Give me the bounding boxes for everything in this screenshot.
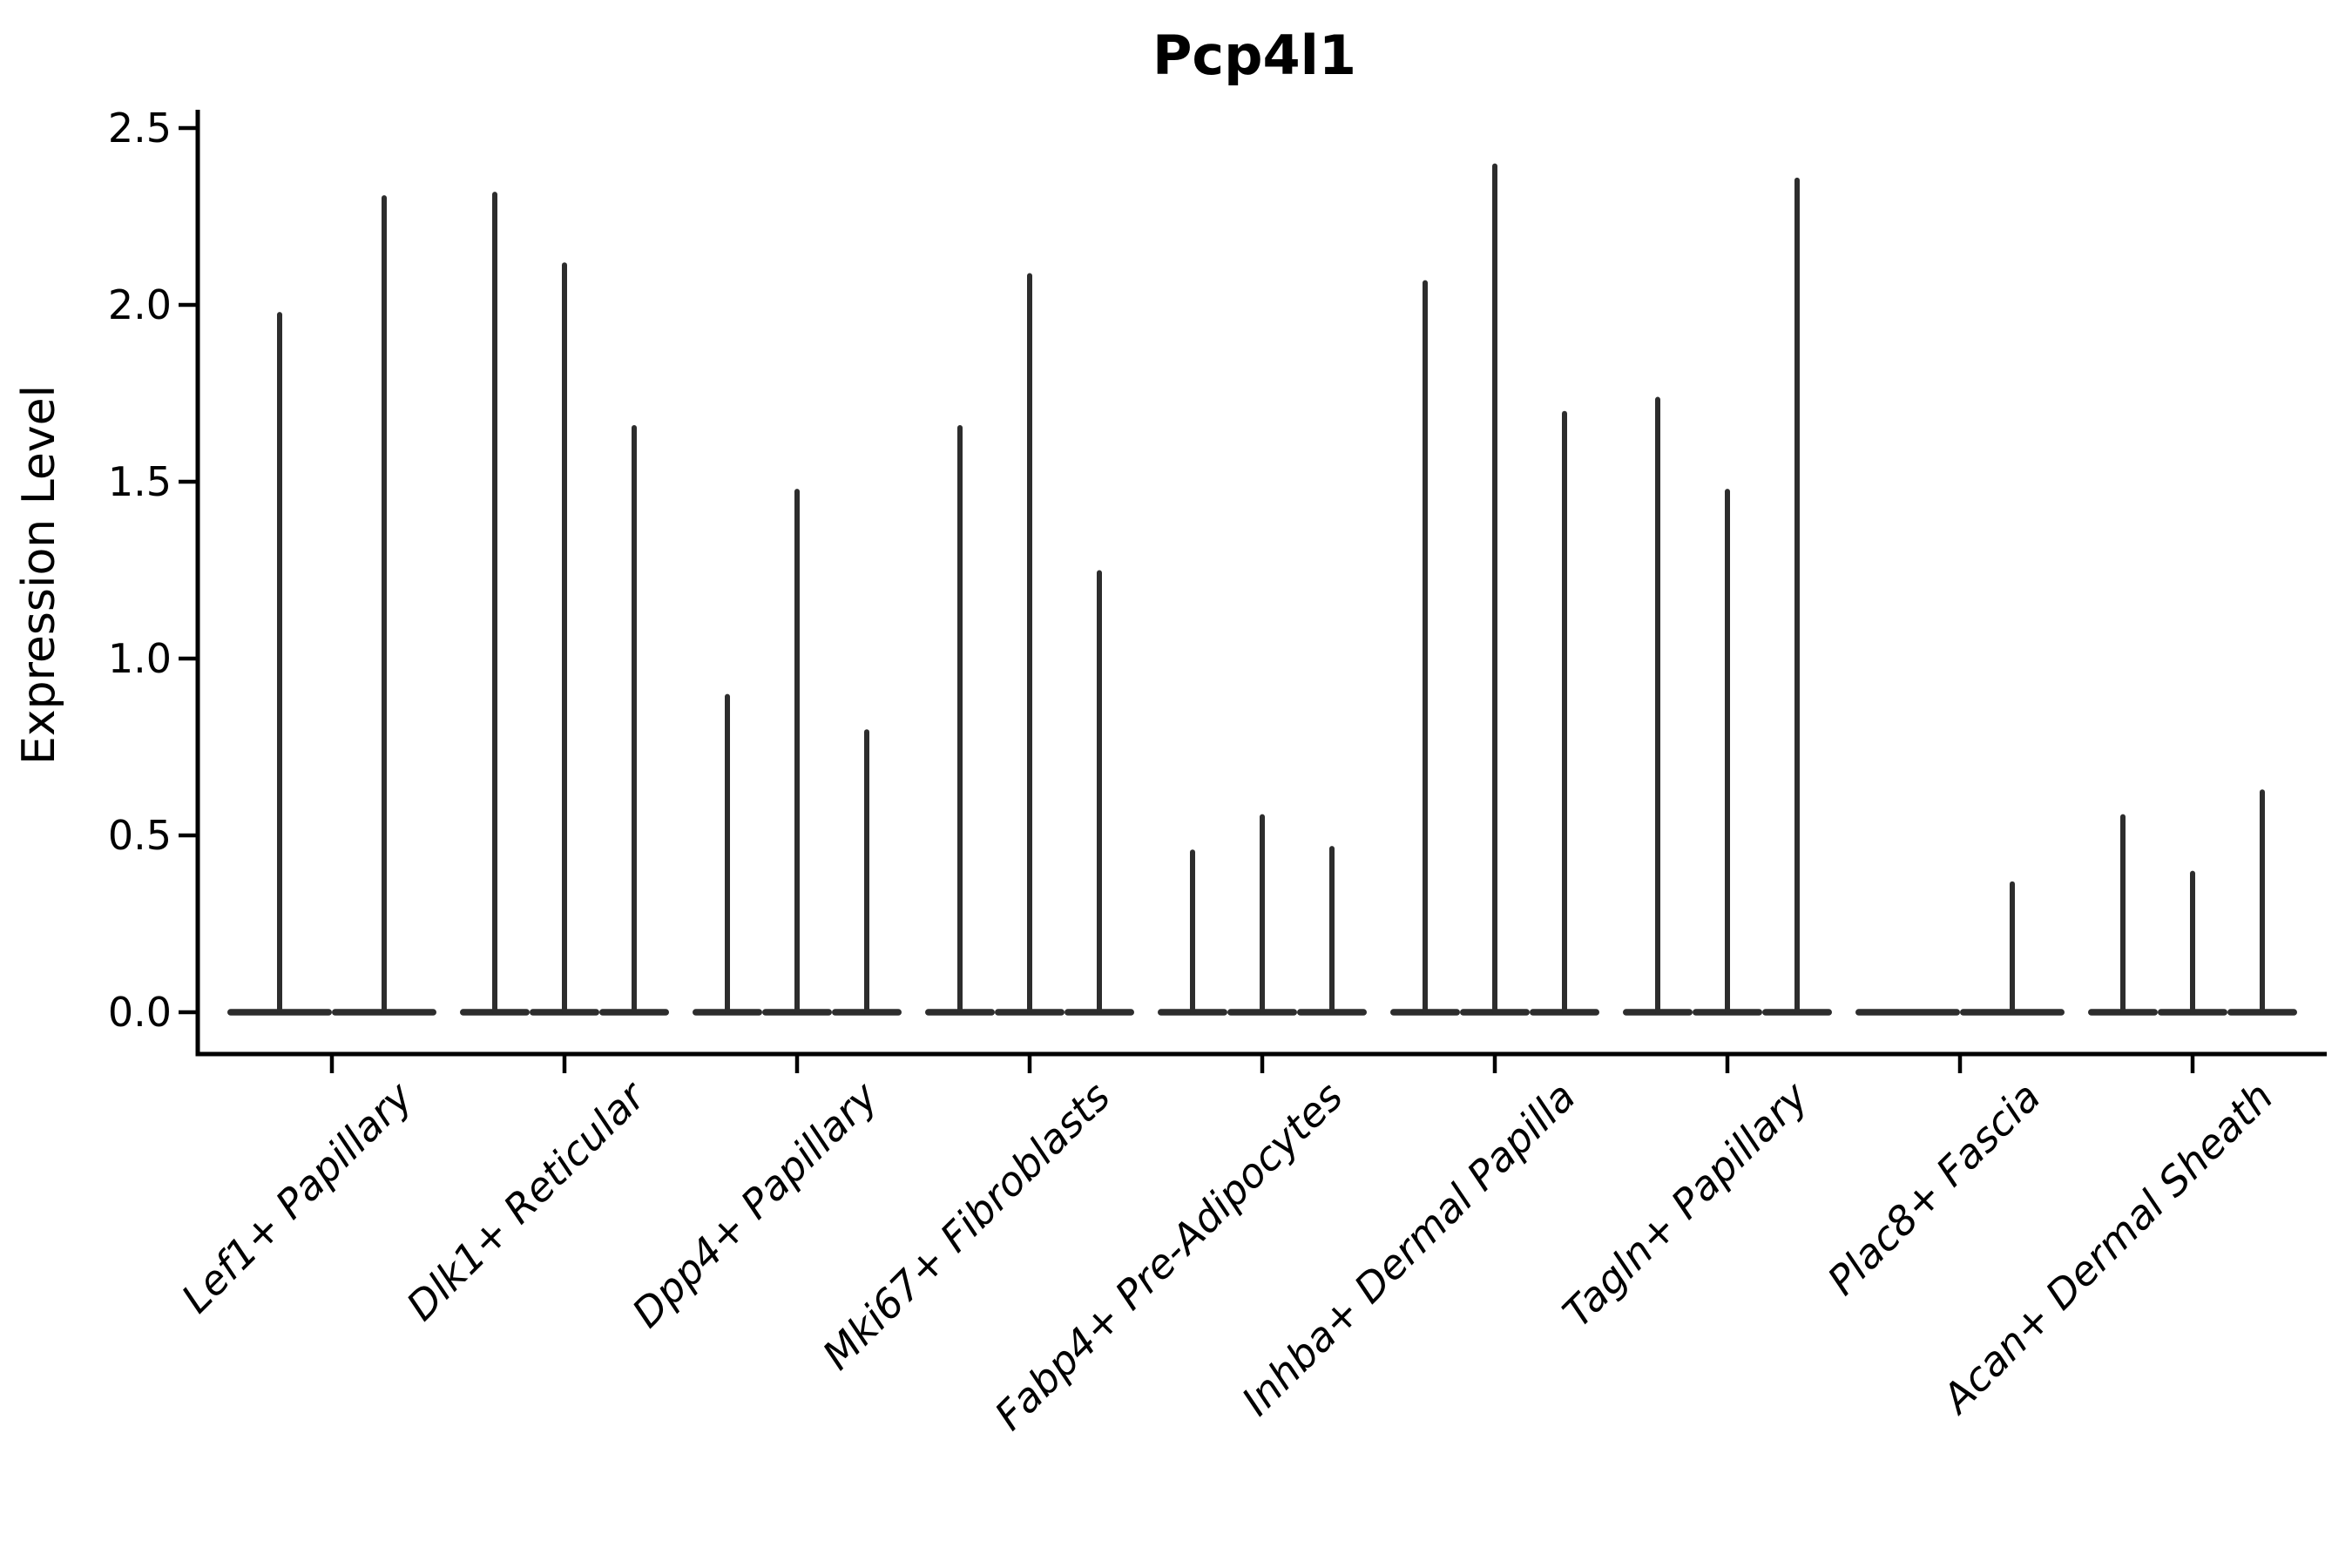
x-tick-label: Dlk1+ Reticular [397,1071,656,1329]
y-tick-label: 0.5 [108,812,172,859]
violin-group [227,195,436,1016]
violin-group [2088,789,2297,1016]
violin-group [693,489,902,1016]
violin-group [925,273,1134,1016]
x-tick-label: Plac8+ Fascia [1818,1073,2049,1304]
y-axis-ticks: 0.0 0.5 1.0 1.5 2.0 2.5 [108,105,198,1036]
y-axis-label: Expression Level [13,385,65,765]
violin-group [1390,163,1599,1016]
y-tick-label: 2.5 [108,105,172,152]
chart-title: Pcp4l1 [1152,24,1356,87]
y-tick-label: 2.0 [108,281,172,328]
violin-group [1855,881,2065,1016]
violins-layer [227,163,2297,1016]
violin-group [1623,177,1832,1016]
x-tick-label: Lef1+ Papillary [172,1072,422,1321]
y-tick-label: 1.5 [108,458,172,505]
x-tick-label: Tagln+ Papillary [1553,1072,1817,1336]
x-axis-ticks [329,1054,2195,1073]
y-tick-label: 0.0 [108,989,172,1036]
violin-base [1855,1009,1960,1016]
violin-group [1158,814,1367,1016]
x-tick-label: Dpp4+ Papillary [623,1072,887,1336]
violin-group [460,192,669,1016]
y-tick-label: 1.0 [108,635,172,682]
